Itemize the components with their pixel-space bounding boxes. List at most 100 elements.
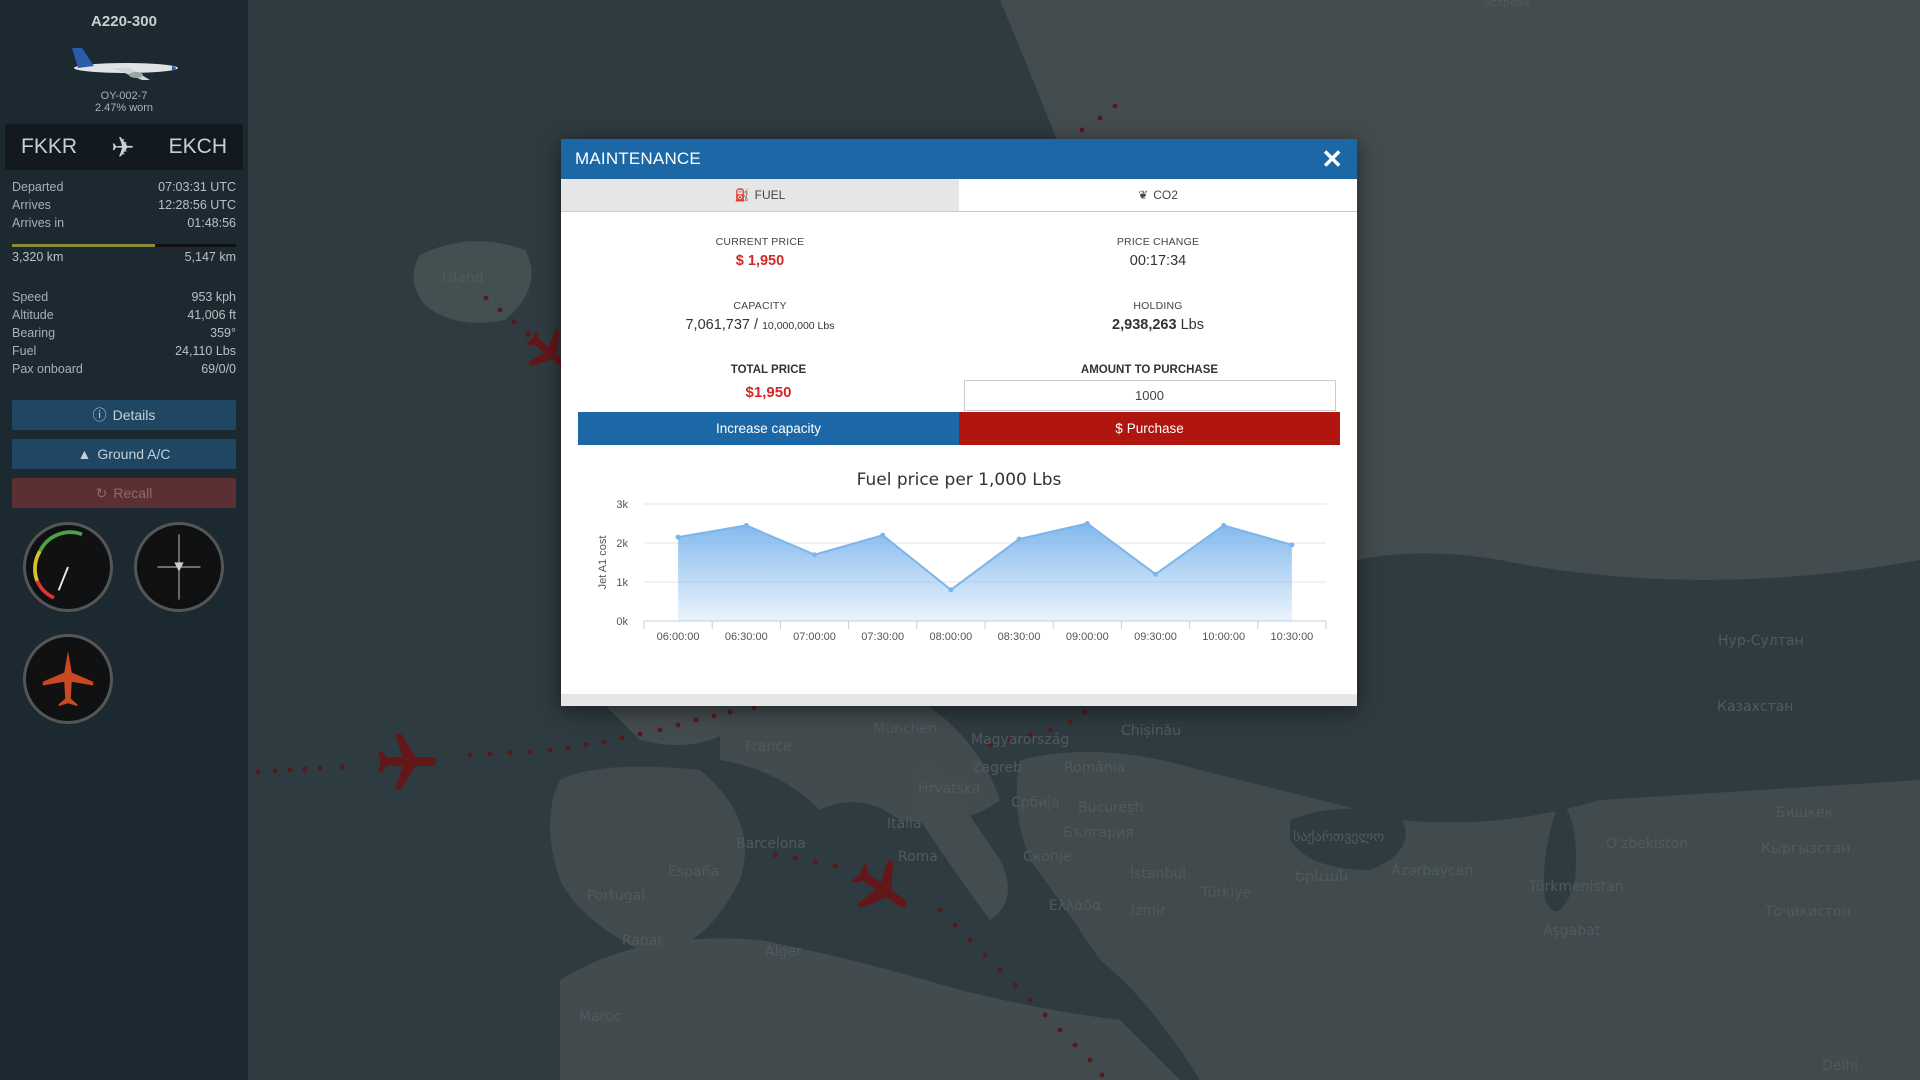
map-label: O'zbekiston [1606,836,1688,852]
map-label: Maroc [579,1009,622,1025]
data-point [1016,536,1022,542]
data-point [1153,571,1158,577]
aircraft-model: A220-300 [91,13,157,30]
info-key: Arrives [12,198,51,212]
info-key: Bearing [12,326,56,340]
line-series [677,522,1293,592]
map-label: Rabat [622,933,663,949]
action-buttons: Increase capacity $ Purchase [578,412,1340,445]
airplane-icon[interactable] [520,325,576,381]
airplane-icon[interactable] [372,728,442,798]
map-label: България [1063,825,1134,841]
holding-value: 2,938,263 Lbs [959,317,1357,333]
data-point [675,534,681,540]
aircraft-wear: 2.47% worn [94,102,154,114]
details-button-label: Details [112,407,156,423]
flight-sidebar: A220-300 OY-002-7 2.47% worn FKKR ✈ EKCH… [0,0,248,1080]
x-tick-label: 08:30:00 [998,631,1041,643]
increase-capacity-button[interactable]: Increase capacity [578,412,959,445]
info-row: Arrives in 01:48:56 [12,214,236,232]
amount-input[interactable] [963,380,1336,411]
map-label: Hrvatska [918,781,981,797]
chart-plot: 0k 1k 2k 3k Jet A1 cost 06:00:00 06:30:00 07:00… [597,499,1327,643]
dollar-icon: $ [1115,421,1123,436]
price-change-block: PRICE CHANGE 00:17:34 [959,212,1357,276]
map-label: Chișinău [1121,723,1182,739]
map-label: Երևան [1295,869,1348,885]
holding-block: HOLDING 2,938,263 Lbs [959,276,1357,340]
x-tick-label: 09:30:00 [1134,631,1177,643]
map-label: საქართველო [1293,829,1385,845]
modal-footer [561,694,1357,706]
flight-stats: Speed 953 kph Altitude 41,006 ft Bearing 35… [0,288,248,378]
progress-fill [12,244,156,247]
tab-fuel-label: FUEL [754,188,786,202]
tab-bar: ⛽ FUEL ❦ CO2 [561,179,1357,212]
data-point [1084,521,1090,526]
data-point [812,552,817,558]
ground-button-label: Ground A/C [97,446,171,462]
map-label: İzmir [1131,903,1166,919]
info-icon: ⓘ [92,407,107,423]
y-tick-label: 2k [616,538,628,550]
x-tick-label: 09:00:00 [1066,631,1109,643]
data-point [948,587,954,593]
aircraft-registration: OY-002-7 [100,90,148,102]
chart-title: Fuel price per 1,000 Lbs [856,470,1062,490]
modal-title: MAINTENANCE [575,149,701,168]
data-point [1221,522,1227,528]
current-price-block: CURRENT PRICE $ 1,950 [561,212,959,276]
info-value: 69/0/0 [201,362,236,376]
route-bar: FKKR ✈ EKCH [5,124,243,170]
map-label: Magyarország [971,732,1070,748]
map-label: острове [1484,0,1531,9]
tab-co2[interactable]: ❦ CO2 [959,179,1357,211]
aircraft-image [64,38,184,88]
info-row: Altitude 41,006 ft [12,306,236,324]
tab-co2-label: CO2 [1153,188,1178,202]
x-tick-label: 07:00:00 [793,631,836,643]
airplane-icon[interactable] [846,855,916,925]
x-tick-label: 10:30:00 [1270,631,1313,643]
total-price-label: TOTAL PRICE [730,364,807,376]
info-row: Bearing 359° [12,324,236,342]
ground-aircraft-button[interactable]: ▲ Ground A/C [12,439,236,469]
map-label: Delhi [1822,1058,1859,1074]
airspeed-gauge-icon [23,522,113,612]
capacity-current: 7,061,737 [685,317,750,333]
area-series [678,523,1292,621]
amount-block: AMOUNT TO PURCHASE [959,340,1340,411]
y-tick-label: 1k [616,577,628,589]
purchase-button[interactable]: $ Purchase [959,412,1340,445]
heading-gauge-icon [23,634,113,724]
map-label: İstanbul [1130,866,1187,882]
info-value: 24,110 Lbs [175,344,236,358]
fuel-pump-icon: ⛽ [734,188,750,202]
info-row: Speed 953 kph [12,288,236,306]
map-label: Ελλάδα [1049,898,1102,914]
map-label: Србија [1011,795,1060,811]
price-change-value: 00:17:34 [1129,253,1187,269]
map-label: München [873,721,937,737]
details-button[interactable]: ⓘ Details [12,400,236,430]
capacity-label: CAPACITY [733,300,787,312]
total-price-value: $1,950 [745,384,792,401]
refresh-icon: ↻ [95,484,108,501]
map-label: București [1078,800,1144,816]
current-price-value: $ 1,950 [735,253,785,269]
map-label: Казахстан [1717,699,1794,715]
map-label: Тоҷикистон [1765,904,1851,920]
map-label: România [1064,760,1126,776]
holding-amount: 2,938,263 [1112,317,1177,333]
total-price-block: TOTAL PRICE $1,950 [578,340,959,410]
tab-fuel[interactable]: ⛽ FUEL [561,179,959,211]
info-key: Altitude [12,308,54,322]
info-key: Fuel [12,344,37,358]
x-tick-label: 06:00:00 [657,631,700,643]
close-icon[interactable]: ✕ [1321,144,1343,174]
map-label: France [745,739,792,755]
recall-button[interactable]: ↻ Recall [12,478,236,508]
info-key: Arrives in [12,216,65,230]
map-label: Aşgabat [1543,923,1601,939]
map-label: Italia [887,816,922,832]
